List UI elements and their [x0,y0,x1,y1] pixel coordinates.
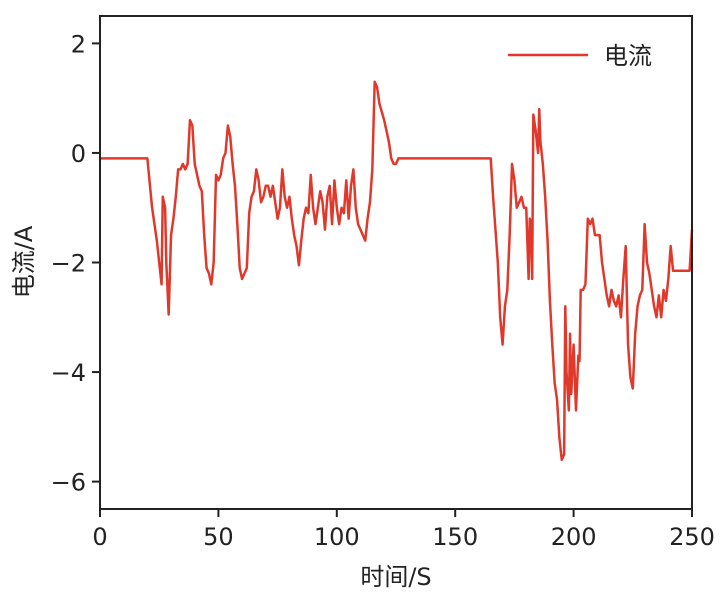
x-tick-label: 100 [314,523,360,551]
y-axis-label: 电流/A [10,225,38,298]
data-line [100,80,694,461]
x-tick-label: 150 [432,523,478,551]
legend-label: 电流 [604,42,652,70]
y-tick-label: 0 [71,140,86,168]
y-tick-label: 2 [71,30,86,58]
x-axis-label: 时间/S [360,563,431,591]
y-tick-label: −2 [51,250,86,278]
y-tick-label: −6 [51,469,86,497]
plot-frame [99,15,693,510]
y-tick-label: −4 [51,359,86,387]
x-tick-label: 50 [203,523,234,551]
x-tick-label: 250 [669,523,715,551]
x-tick-label: 200 [551,523,597,551]
x-tick-label: 0 [92,523,107,551]
